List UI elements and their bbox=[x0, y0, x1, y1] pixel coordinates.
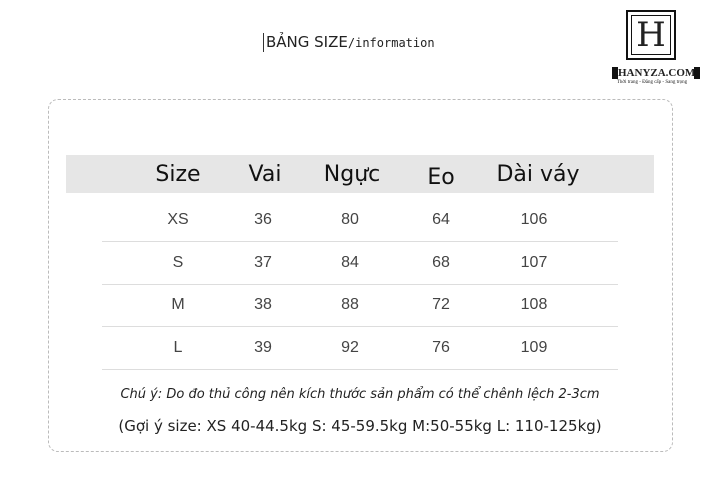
cell-vai: 39 bbox=[254, 338, 272, 356]
page-title: BẢNG SIZE/information bbox=[263, 33, 435, 52]
header-nguc: Ngực bbox=[323, 162, 381, 187]
header-dai-vay: Dài váy bbox=[496, 162, 580, 187]
title-sub: /information bbox=[347, 36, 435, 50]
logo-name: HANYZA.COM bbox=[612, 67, 700, 79]
cell-dai-vay: 107 bbox=[520, 253, 548, 271]
table-row: S 37 84 68 107 bbox=[102, 242, 618, 285]
cell-nguc: 84 bbox=[341, 253, 359, 271]
header-eo: Eo bbox=[427, 165, 455, 190]
cell-eo: 76 bbox=[432, 338, 450, 356]
cell-eo: 72 bbox=[432, 296, 450, 313]
cell-vai: 38 bbox=[254, 296, 272, 313]
cell-size: S bbox=[172, 253, 184, 271]
header-size: Size bbox=[155, 162, 201, 187]
brand-logo: H bbox=[626, 10, 676, 60]
cell-size: M bbox=[171, 296, 185, 313]
note-text: Chú ý: Do đo thủ công nên kích thước sản… bbox=[120, 387, 600, 402]
table-header: Size Vai Ngực Eo Dài váy bbox=[66, 155, 654, 193]
cell-dai-vay: 106 bbox=[520, 211, 548, 228]
cell-eo: 64 bbox=[432, 211, 450, 228]
logo-tagline: Thời trang - Đẳng cấp - Sang trọng bbox=[616, 80, 688, 85]
title-main: BẢNG SIZE bbox=[266, 33, 348, 51]
cell-size: L bbox=[173, 338, 183, 356]
logo-letter: H bbox=[631, 15, 671, 55]
cell-vai: 37 bbox=[254, 253, 272, 271]
cell-eo: 68 bbox=[432, 253, 450, 271]
header-vai: Vai bbox=[248, 162, 282, 187]
cell-vai: 36 bbox=[254, 211, 272, 228]
size-suggestion: (Gợi ý size: XS 40-44.5kg S: 45-59.5kg M… bbox=[118, 417, 602, 435]
cell-dai-vay: 108 bbox=[520, 296, 548, 313]
table-row: L 39 92 76 109 bbox=[102, 327, 618, 370]
cell-nguc: 80 bbox=[341, 211, 359, 228]
cell-dai-vay: 109 bbox=[520, 338, 548, 356]
cell-size: XS bbox=[167, 211, 189, 228]
cell-nguc: 88 bbox=[341, 296, 359, 313]
cell-nguc: 92 bbox=[341, 338, 359, 356]
table-row: XS 36 80 64 106 bbox=[102, 199, 618, 242]
table-row: M 38 88 72 108 bbox=[102, 284, 618, 327]
size-table-frame bbox=[48, 99, 673, 452]
